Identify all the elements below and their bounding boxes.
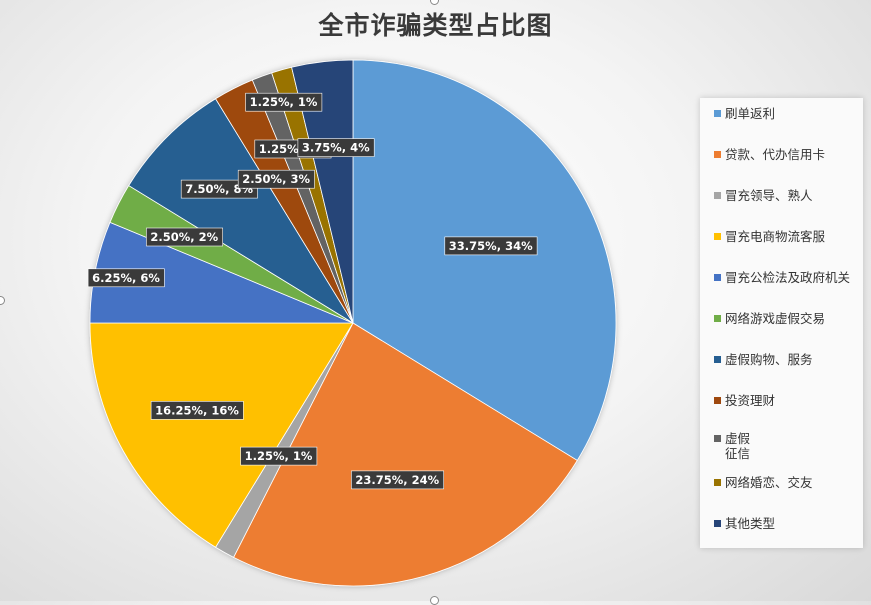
legend-swatch [714, 435, 721, 442]
chart-title: 全市诈骗类型占比图 [318, 11, 553, 40]
data-label: 2.50%, 2% [146, 227, 223, 247]
svg-text:6.25%, 6%: 6.25%, 6% [92, 271, 160, 285]
svg-text:7.50%, 8%: 7.50%, 8% [185, 182, 253, 196]
resize-handle-left[interactable] [0, 296, 5, 305]
legend-label: 虚假购物、服务 [725, 352, 813, 367]
data-label: 1.25%, 1% [245, 92, 323, 112]
legend-label: 其他类型 [725, 516, 776, 531]
legend-label: 投资理财 [725, 393, 776, 408]
legend-item[interactable]: 投资理财 [714, 393, 859, 408]
legend-swatch [714, 479, 721, 486]
pie-slice[interactable] [89, 322, 354, 548]
data-label: 2.50%, 3% [237, 169, 315, 189]
legend-swatch [714, 520, 721, 527]
legend-swatch [714, 233, 721, 240]
pie-slice[interactable] [352, 59, 617, 461]
legend-item[interactable]: 其他类型 [714, 516, 859, 531]
legend-swatch [714, 356, 721, 363]
data-label: 16.25%, 16% [150, 401, 244, 420]
pie-slice[interactable] [291, 59, 354, 324]
svg-text:2.50%, 2%: 2.50%, 2% [150, 230, 218, 244]
svg-text:1.25%, 1%: 1.25%, 1% [250, 95, 318, 109]
svg-text:33.75%, 34%: 33.75%, 34% [449, 239, 533, 253]
pie-slice[interactable] [128, 98, 354, 324]
legend-swatch [714, 274, 721, 281]
legend-label: 冒充公检法及政府机关 [725, 270, 851, 285]
svg-text:1.25%, 1%: 1.25%, 1% [245, 449, 313, 463]
legend-item[interactable]: 网络游戏虚假交易 [714, 311, 859, 326]
data-label: 1.25%, 1% [240, 446, 318, 466]
legend-swatch [714, 315, 721, 322]
svg-text:2.50%, 3%: 2.50%, 3% [242, 172, 310, 186]
legend-swatch [714, 397, 721, 404]
legend-label: 网络游戏虚假交易 [725, 311, 826, 326]
data-label: 33.75%, 34% [444, 236, 538, 256]
legend-item[interactable]: 冒充公检法及政府机关 [714, 270, 859, 285]
legend-label: 刷单返利 [725, 106, 776, 121]
data-label: 6.25%, 6% [87, 268, 165, 288]
legend-item[interactable]: 虚假购物、服务 [714, 352, 859, 367]
legend-item[interactable]: 贷款、代办信用卡 [714, 147, 859, 162]
legend-label: 虚假 征信 [725, 431, 751, 461]
svg-text:23.75%, 24%: 23.75%, 24% [355, 473, 439, 487]
legend-item[interactable]: 网络婚恋、交友 [714, 475, 859, 490]
legend-item[interactable]: 刷单返利 [714, 106, 859, 121]
legend-label: 贷款、代办信用卡 [725, 147, 826, 162]
data-label: 3.75%, 4% [297, 138, 375, 157]
data-label: 23.75%, 24% [351, 470, 444, 490]
legend-swatch [714, 192, 721, 199]
chart-legend: 刷单返利贷款、代办信用卡 冒充领导、熟人 冒充电商物流客服冒充公检法及政府机关 网络游… [700, 98, 863, 548]
legend-swatch [714, 110, 721, 117]
resize-handle-top[interactable] [430, 0, 439, 5]
legend-item[interactable]: 冒充电商物流客服 [714, 229, 859, 244]
legend-item[interactable]: 虚假 征信 [714, 431, 859, 461]
legend-label: 冒充电商物流客服 [725, 229, 826, 244]
legend-label: 冒充领导、熟人 [725, 188, 813, 203]
legend-label: 网络婚恋、交友 [725, 475, 813, 490]
legend-swatch [714, 151, 721, 158]
svg-text:16.25%, 16%: 16.25%, 16% [155, 403, 239, 417]
svg-text:3.75%, 4%: 3.75%, 4% [302, 141, 370, 155]
legend-item[interactable]: 冒充领导、熟人 [714, 188, 859, 203]
